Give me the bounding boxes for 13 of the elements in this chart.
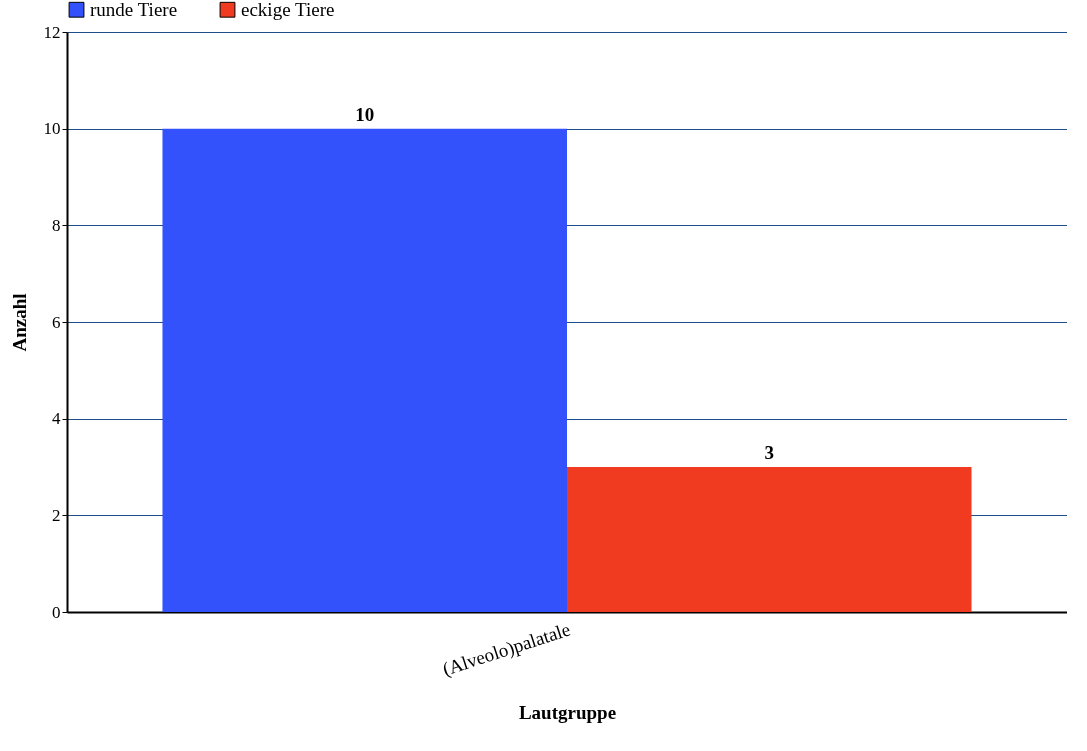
y-tick-label: 6	[52, 312, 61, 332]
x-axis-title: Lautgruppe	[518, 701, 617, 723]
data-label: 10	[355, 103, 375, 125]
y-axis-title: Anzahl	[8, 293, 30, 352]
y-tick-label: 4	[52, 409, 61, 429]
y-tick-label: 2	[52, 505, 61, 525]
y-tick-label: 0	[52, 602, 61, 622]
y-tick-label: 10	[43, 119, 61, 139]
y-tick-label: 8	[52, 215, 61, 235]
legend-label: runde Tiere	[90, 0, 178, 20]
y-tick-label: 12	[43, 22, 61, 42]
legend-label: eckige Tiere	[241, 0, 335, 20]
data-label: 3	[764, 442, 775, 463]
